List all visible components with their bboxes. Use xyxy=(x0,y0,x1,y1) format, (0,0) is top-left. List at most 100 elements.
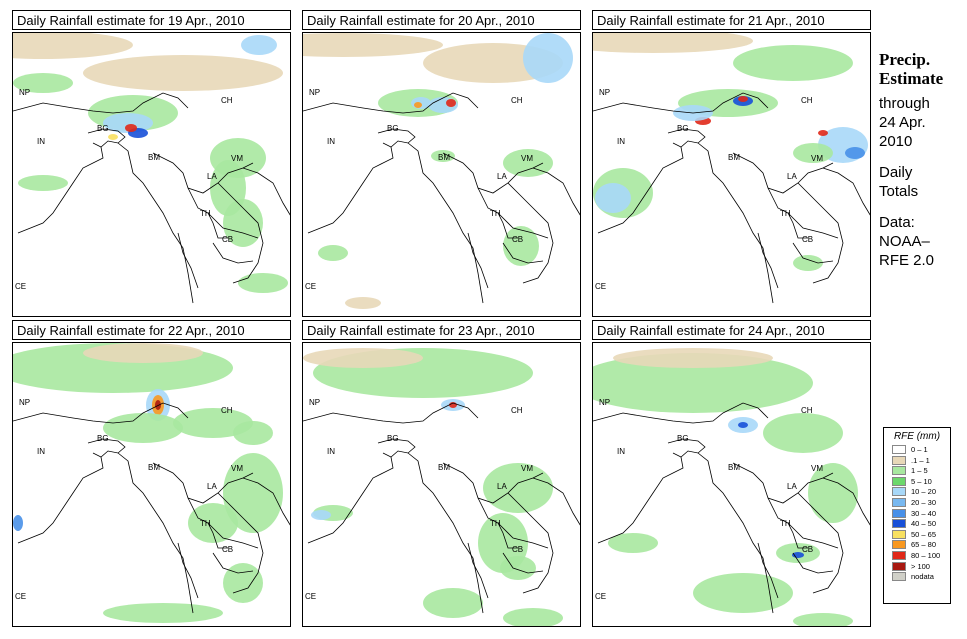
country-label: VM xyxy=(521,464,533,473)
country-label: CH xyxy=(511,96,523,105)
legend-item: > 100 xyxy=(892,561,950,572)
country-label: BM xyxy=(728,463,740,472)
rainfall-area xyxy=(446,99,456,107)
legend-swatch xyxy=(892,466,906,476)
sidebar-title-line1: Precip. xyxy=(879,50,931,69)
legend-swatch xyxy=(892,519,906,529)
rainfall-area xyxy=(173,408,253,438)
legend-item: 65 – 80 xyxy=(892,539,950,550)
legend-item: 40 – 50 xyxy=(892,518,950,529)
panel-title: Daily Rainfall estimate for 20 Apr., 201… xyxy=(302,10,581,30)
border-line xyxy=(217,492,264,594)
legend-label: 50 – 65 xyxy=(911,529,937,539)
sidebar-source-line2: RFE 2.0 xyxy=(879,252,935,269)
legend-label: 0 – 1 xyxy=(911,445,928,454)
country-label: CH xyxy=(221,96,233,105)
country-label: TH xyxy=(200,209,211,218)
border-line xyxy=(697,142,774,304)
rainfall-field xyxy=(13,343,283,623)
rainfall-area xyxy=(503,608,563,626)
country-label: CH xyxy=(801,96,813,105)
panel-title: Daily Rainfall estimate for 19 Apr., 201… xyxy=(12,10,291,30)
border-line xyxy=(792,242,834,264)
country-label: VM xyxy=(811,154,823,163)
border-line xyxy=(407,142,484,304)
border-line xyxy=(303,92,479,114)
legend-title: RFE (mm) xyxy=(893,431,941,442)
country-label: CH xyxy=(801,406,813,415)
border-line xyxy=(212,242,254,264)
border-line xyxy=(597,146,684,234)
legend-item: 30 – 40 xyxy=(892,508,950,519)
border-line xyxy=(477,187,518,239)
rainfall-map: NP CH IN BG BM VM LA TH CB CE xyxy=(593,343,870,626)
rainfall-area xyxy=(13,515,23,531)
border-line xyxy=(797,182,844,284)
rainfall-area xyxy=(318,245,348,261)
country-label: NP xyxy=(19,88,30,97)
country-label: NP xyxy=(599,398,610,407)
legend-item: 5 – 10 xyxy=(892,476,950,487)
border-line xyxy=(187,497,228,549)
map-frame: NP CH IN BG BM VM LA TH CB CE xyxy=(12,342,291,627)
sidebar-title-line2: Estimate xyxy=(879,69,944,88)
country-label: LA xyxy=(787,482,797,491)
rainfall-area xyxy=(241,35,277,55)
country-label: CE xyxy=(15,282,26,291)
rainfall-area xyxy=(83,343,203,363)
country-label: LA xyxy=(787,172,797,181)
rainfall-area xyxy=(345,297,381,309)
sidebar-through: through xyxy=(879,95,930,112)
sidebar-source-line1: NOAA– xyxy=(879,233,930,250)
rainfall-map: NP CH IN BG BM VM LA TH CB CE xyxy=(303,33,580,316)
panel-title: Daily Rainfall estimate for 21 Apr., 201… xyxy=(592,10,871,30)
rainfall-area xyxy=(503,226,539,266)
border-line xyxy=(467,232,489,289)
country-label: TH xyxy=(780,209,791,218)
rainfall-area xyxy=(431,150,455,162)
country-borders xyxy=(593,92,870,304)
border-line xyxy=(593,92,769,114)
rainfall-map-panel-2: Daily Rainfall estimate for 20 Apr., 201… xyxy=(302,10,583,317)
country-label: BM xyxy=(438,463,450,472)
border-line xyxy=(822,167,870,216)
border-line xyxy=(787,212,839,239)
rainfall-area xyxy=(738,422,748,428)
rainfall-map: NP CH IN BG BM VM LA TH CB CE xyxy=(13,33,290,316)
border-line xyxy=(467,542,489,599)
country-label: NP xyxy=(599,88,610,97)
rainfall-map: NP CH IN BG BM VM LA TH CB CE xyxy=(593,33,870,316)
country-borders xyxy=(303,92,580,304)
legend-swatch xyxy=(892,476,906,486)
border-line xyxy=(303,402,479,424)
legend-item: 50 – 65 xyxy=(892,529,950,540)
border-line xyxy=(757,232,779,289)
country-label: VM xyxy=(521,154,533,163)
sidebar-data-label: Data: xyxy=(879,214,915,231)
border-line xyxy=(787,522,839,549)
country-label: NP xyxy=(309,398,320,407)
rainfall-area xyxy=(503,149,553,177)
rainfall-area xyxy=(223,199,263,247)
border-line xyxy=(767,187,808,239)
border-line xyxy=(377,438,416,458)
border-line xyxy=(757,542,779,599)
legend-label: 10 – 20 xyxy=(911,487,937,497)
legend-swatch xyxy=(892,529,906,539)
country-label: BM xyxy=(438,153,450,162)
rainfall-map-panel-1: Daily Rainfall estimate for 19 Apr., 201… xyxy=(12,10,293,317)
country-label: IN xyxy=(37,447,45,456)
country-label: BG xyxy=(97,124,109,133)
border-line xyxy=(732,462,834,504)
legend-item: 80 – 100 xyxy=(892,550,950,561)
rainfall-area xyxy=(500,556,536,580)
rainfall-area xyxy=(188,503,238,543)
rainfall-area xyxy=(238,273,288,293)
country-borders xyxy=(13,402,290,614)
legend-label: 65 – 80 xyxy=(911,540,937,550)
rainfall-map: NP CH IN BG BM VM LA TH CB CE xyxy=(303,343,580,626)
legend-label: nodata xyxy=(911,572,934,582)
country-borders xyxy=(13,92,290,304)
legend-swatch xyxy=(892,572,906,582)
border-line xyxy=(152,152,254,194)
